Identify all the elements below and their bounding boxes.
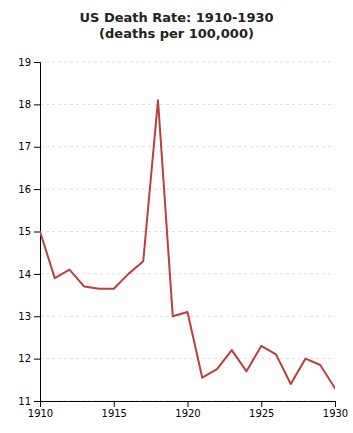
y-tick-mark <box>34 316 40 317</box>
title: US Death Rate: 1910-1930(deaths per 100,… <box>79 10 273 41</box>
x-tick-label: 1930 <box>323 408 348 419</box>
x-tick-label: 1910 <box>28 408 53 419</box>
x-tick: 1930 <box>323 401 348 419</box>
y-tick-label: 11 <box>18 396 31 407</box>
x-axis-line <box>41 402 336 408</box>
y-tick-label: 18 <box>18 99 31 110</box>
y-tick-mark <box>34 104 40 105</box>
title-line: (deaths per 100,000) <box>99 26 254 41</box>
y-tick-mark <box>34 147 40 148</box>
x-tick: 1910 <box>28 401 53 419</box>
y-tick-label: 16 <box>18 184 31 195</box>
grid-line <box>40 146 335 147</box>
grid-line <box>40 273 335 274</box>
y-axis: 11 12 13 14 15 16 17 18 19 <box>18 57 40 407</box>
y-tick: 17 <box>18 141 40 152</box>
x-tick-mark <box>335 401 336 407</box>
y-tick-label: 19 <box>18 57 31 68</box>
x-tick: 1920 <box>175 401 200 419</box>
y-tick: 15 <box>18 226 40 237</box>
y-tick-label: 15 <box>18 226 31 237</box>
y-tick: 12 <box>18 353 40 364</box>
grid-line <box>40 189 335 190</box>
grid-line <box>40 62 335 63</box>
y-tick: 19 <box>18 57 40 68</box>
plot-area: 1910 1915 1920 1925 1930 11 12 13 14 15 16 17 18 19 <box>18 57 348 419</box>
x-tick-mark <box>188 401 189 407</box>
line <box>40 100 335 388</box>
x-tick-label: 1920 <box>175 408 200 419</box>
y-tick: 14 <box>18 269 40 280</box>
y-tick-mark <box>34 232 40 233</box>
y-tick-label: 17 <box>18 141 31 152</box>
y-tick-mark <box>34 189 40 190</box>
y-tick: 18 <box>18 99 40 110</box>
y-tick-mark <box>34 62 40 63</box>
x-tick: 1925 <box>249 401 274 419</box>
x-tick-label: 1925 <box>249 408 274 419</box>
x-axis: 1910 1915 1920 1925 1930 <box>28 401 348 419</box>
x-tick-mark <box>114 401 115 407</box>
y-tick-mark <box>34 359 40 360</box>
y-tick: 11 <box>18 396 40 407</box>
grid-line <box>40 104 335 105</box>
y-tick-mark <box>34 274 40 275</box>
grid-line <box>40 358 335 359</box>
chart: US Death Rate: 1910-1930(deaths per 100,… <box>0 0 353 433</box>
y-tick: 16 <box>18 184 40 195</box>
y-axis-line <box>34 63 41 402</box>
y-tick-label: 12 <box>18 353 31 364</box>
y-tick-label: 13 <box>18 311 31 322</box>
grid <box>40 62 335 401</box>
y-tick-label: 14 <box>18 269 31 280</box>
grid-line <box>40 231 335 232</box>
title-line: US Death Rate: 1910-1930 <box>79 10 273 25</box>
y-tick-mark <box>34 401 40 402</box>
marks <box>40 100 335 388</box>
chart-container: US Death Rate: 1910-1930(deaths per 100,… <box>0 0 353 433</box>
x-tick-mark <box>261 401 262 407</box>
y-tick: 13 <box>18 311 40 322</box>
x-tick-label: 1915 <box>102 408 127 419</box>
x-tick: 1915 <box>102 401 127 419</box>
